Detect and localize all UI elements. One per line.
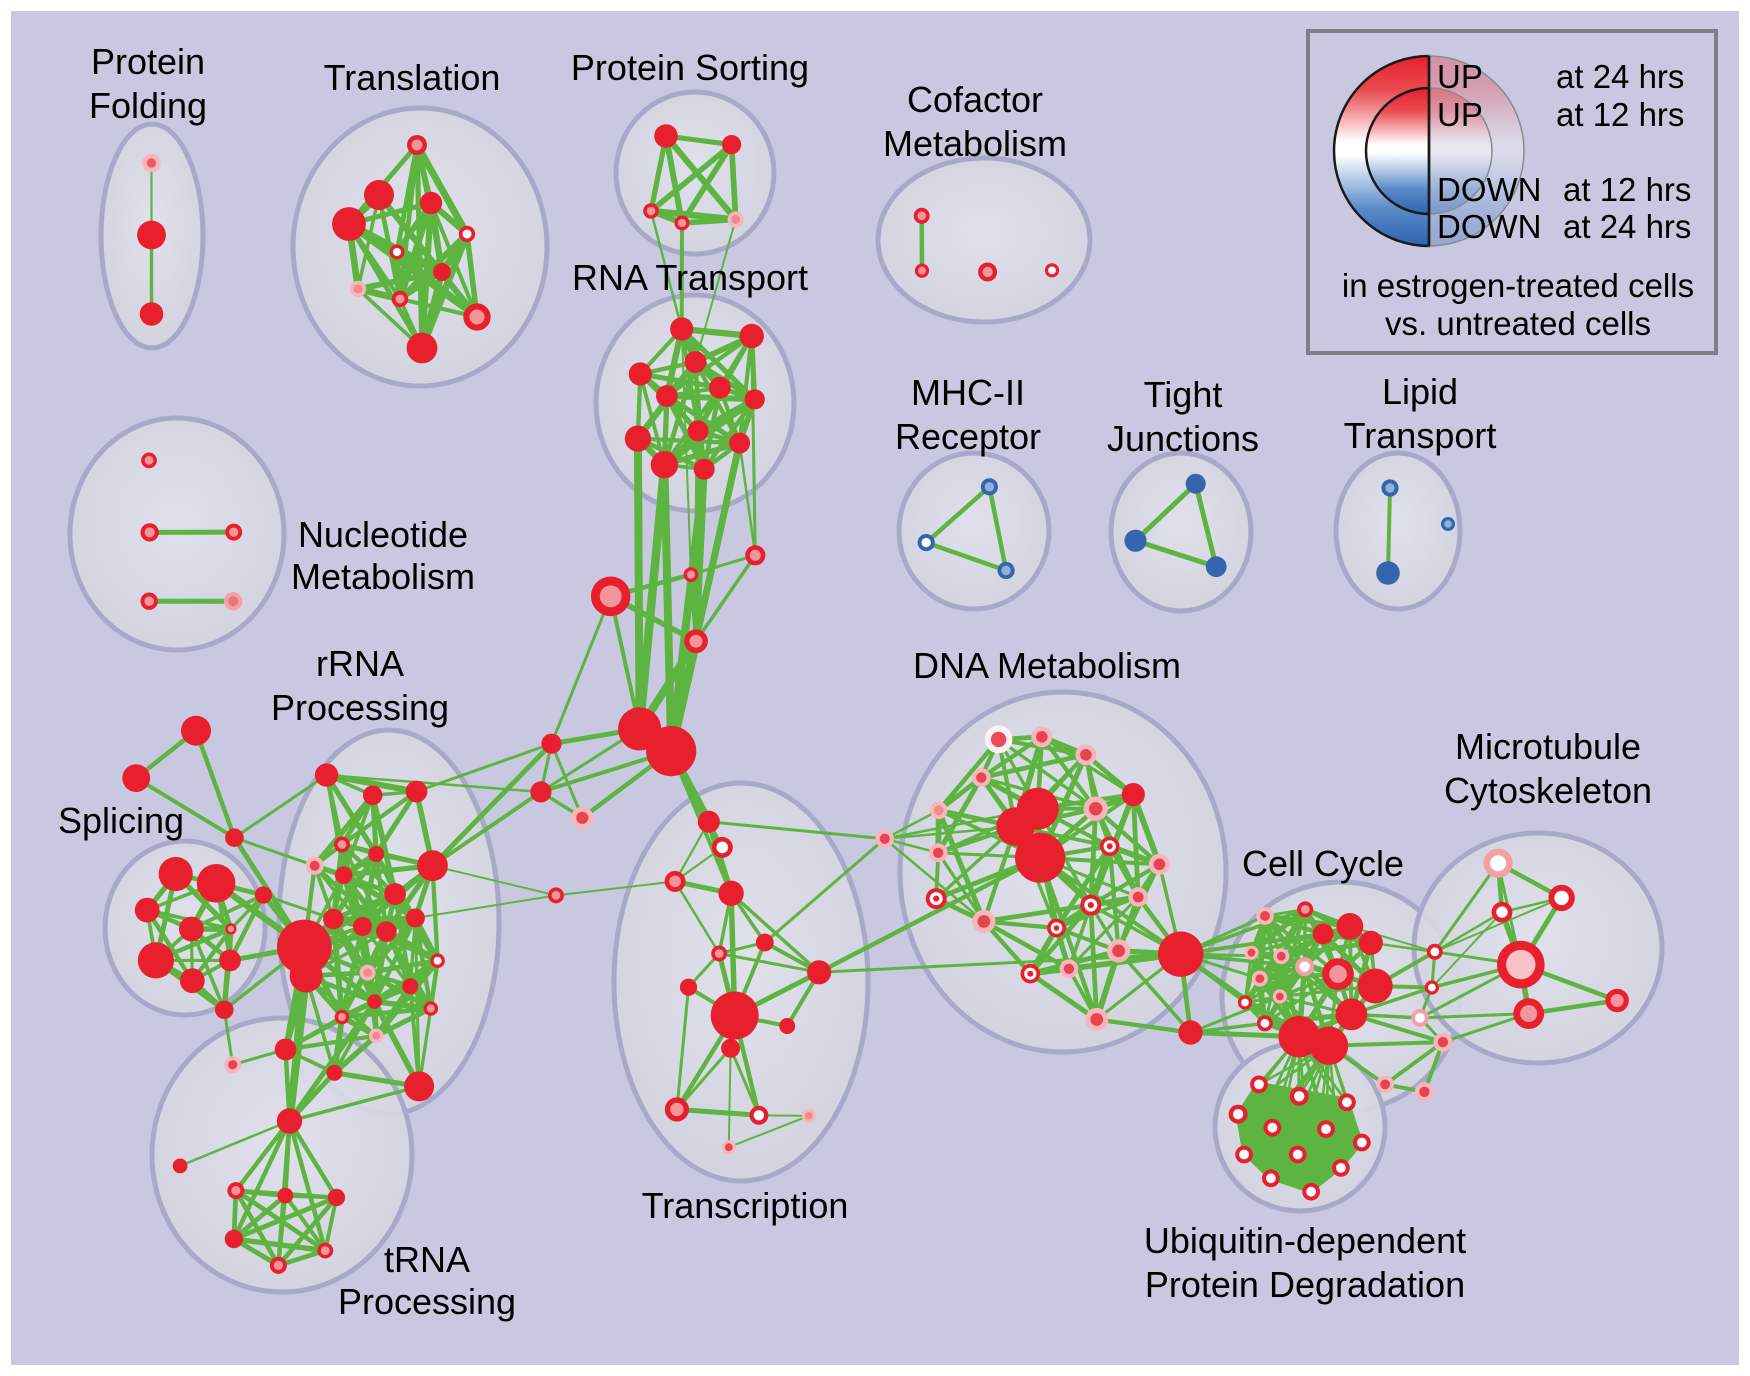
svg-text:RNA Transport: RNA Transport [572, 257, 808, 298]
svg-text:Lipid: Lipid [1382, 371, 1458, 412]
svg-text:tRNA: tRNA [384, 1239, 470, 1280]
svg-text:Cofactor: Cofactor [907, 79, 1043, 120]
svg-text:MHC-II: MHC-II [911, 372, 1025, 413]
svg-text:Metabolism: Metabolism [291, 556, 475, 597]
svg-text:at 24 hrs: at 24 hrs [1563, 208, 1691, 245]
svg-text:vs. untreated cells: vs. untreated cells [1385, 305, 1651, 342]
svg-text:Transport: Transport [1344, 415, 1497, 456]
svg-text:Microtubule: Microtubule [1455, 726, 1641, 767]
svg-text:DNA Metabolism: DNA Metabolism [913, 645, 1181, 686]
svg-text:DOWN: DOWN [1437, 171, 1541, 208]
svg-text:UP: UP [1437, 58, 1483, 95]
svg-text:in estrogen-treated cells: in estrogen-treated cells [1342, 267, 1694, 304]
svg-text:Protein: Protein [91, 41, 205, 82]
svg-text:Receptor: Receptor [895, 416, 1041, 457]
svg-text:rRNA: rRNA [316, 643, 404, 684]
svg-text:Metabolism: Metabolism [883, 123, 1067, 164]
svg-text:Cell Cycle: Cell Cycle [1242, 843, 1404, 884]
svg-text:Nucleotide: Nucleotide [298, 514, 468, 555]
svg-text:UP: UP [1437, 96, 1483, 133]
svg-text:Processing: Processing [271, 687, 449, 728]
svg-text:Splicing: Splicing [58, 800, 184, 841]
svg-text:Processing: Processing [338, 1281, 516, 1322]
svg-text:Translation: Translation [324, 57, 501, 98]
svg-text:at 12 hrs: at 12 hrs [1556, 96, 1684, 133]
svg-text:DOWN: DOWN [1437, 208, 1541, 245]
svg-text:Cytoskeleton: Cytoskeleton [1444, 770, 1652, 811]
svg-text:at 24 hrs: at 24 hrs [1556, 58, 1684, 95]
svg-text:Protein Sorting: Protein Sorting [571, 47, 809, 88]
svg-text:Junctions: Junctions [1107, 418, 1259, 459]
svg-text:Protein Degradation: Protein Degradation [1145, 1264, 1465, 1305]
svg-text:Transcription: Transcription [642, 1185, 849, 1226]
svg-text:at 12 hrs: at 12 hrs [1563, 171, 1691, 208]
svg-text:Tight: Tight [1144, 374, 1223, 415]
svg-text:Ubiquitin-dependent: Ubiquitin-dependent [1144, 1220, 1466, 1261]
svg-text:Folding: Folding [89, 85, 207, 126]
